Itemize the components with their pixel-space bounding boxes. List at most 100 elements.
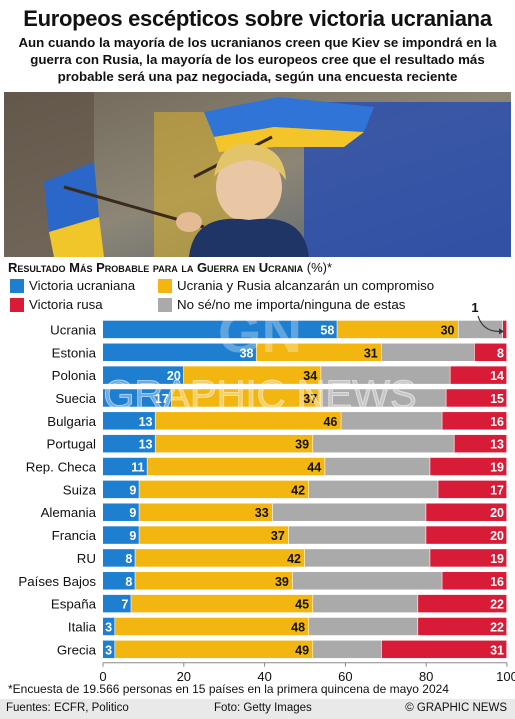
data-label-ukraine: 17	[155, 392, 169, 406]
legend-swatch-compromise	[158, 278, 172, 293]
bar-segment-compromise	[147, 457, 325, 476]
bar-segment-russia	[442, 572, 507, 590]
legend-swatch-russia	[10, 297, 24, 312]
bar-segment-russia	[426, 526, 507, 544]
chart-heading-text: Resultado Más Probable para la Guerra en…	[8, 260, 304, 275]
legend-label-ukraine: Victoria ucraniana	[29, 278, 136, 293]
legend-swatch-ukraine	[10, 278, 24, 293]
bar-segment-ukraine	[103, 457, 147, 476]
bar-segment-unsure	[321, 366, 450, 384]
data-label-russia: 16	[490, 415, 504, 429]
footer-photo-credit: Foto: Getty Images	[214, 702, 312, 714]
data-label-compromise: 46	[323, 415, 337, 429]
category-label: Portugal	[46, 437, 96, 452]
bar-segment-ukraine	[103, 389, 172, 407]
annotation-arrowhead	[499, 328, 504, 335]
data-label-ukraine: 13	[139, 415, 153, 429]
bar-segment-russia	[438, 480, 507, 499]
data-label-ukraine: 9	[129, 483, 136, 497]
data-label-ukraine: 13	[139, 438, 153, 452]
data-label-ukraine: 8	[125, 575, 132, 589]
bar-segment-ukraine	[103, 412, 155, 430]
category-label: Francia	[52, 528, 97, 543]
legend-label-unsure: No sé/no me importa/ninguna de estas	[177, 297, 406, 312]
bar-segment-unsure	[313, 594, 418, 613]
bar-segment-compromise	[115, 617, 309, 636]
bar-segment-unsure	[309, 617, 418, 636]
bar-segment-unsure	[381, 343, 475, 362]
bar-segment-russia	[450, 366, 507, 384]
bar-segment-compromise	[183, 366, 321, 384]
footer-sources: Fuentes: ECFR, Politico	[6, 702, 129, 714]
page-subtitle: Aun cuando la mayoría de los ucranianos …	[18, 35, 497, 84]
data-label-russia: 14	[490, 369, 504, 383]
data-label-compromise: 33	[255, 506, 269, 520]
data-label-compromise: 34	[303, 369, 317, 383]
bar-segment-russia	[442, 412, 507, 430]
data-label-compromise: 39	[275, 575, 289, 589]
category-label: Grecia	[57, 642, 97, 657]
bar-segment-russia	[418, 617, 507, 636]
bar-segment-russia	[418, 594, 507, 613]
data-label-ukraine: 11	[131, 461, 144, 475]
bar-segment-unsure	[321, 389, 446, 407]
bar-segment-unsure	[313, 434, 454, 453]
data-label-compromise: 49	[295, 643, 309, 657]
bar-segment-compromise	[256, 343, 382, 362]
data-label-compromise: 42	[287, 552, 301, 566]
data-label-compromise: 37	[303, 392, 317, 406]
footer-brand: © GRAPHIC NEWS	[405, 702, 507, 714]
category-label: Estonia	[52, 345, 97, 360]
data-label-russia: 22	[490, 620, 504, 634]
bar-segment-unsure	[305, 549, 430, 567]
bar-segment-russia	[426, 503, 507, 521]
data-label-compromise: 39	[295, 438, 309, 452]
bar-segment-unsure	[325, 457, 430, 476]
data-label-ukraine: 9	[129, 506, 136, 520]
bar-segment-ukraine	[103, 343, 256, 362]
data-label-ukraine: 8	[125, 552, 132, 566]
bar-segment-unsure	[288, 526, 426, 544]
x-tick-label: 60	[338, 669, 352, 684]
annotation-arrow	[477, 315, 500, 333]
category-label: España	[51, 597, 97, 612]
bar-segment-compromise	[135, 572, 293, 590]
data-label-russia: 13	[490, 438, 504, 452]
chart-heading-unit: (%)*	[306, 260, 333, 275]
bar-segment-ukraine	[103, 572, 135, 590]
footer: Fuentes: ECFR, Politico Foto: Getty Imag…	[0, 699, 515, 719]
data-label-ukraine: 3	[105, 643, 112, 657]
bar-segment-russia	[381, 640, 507, 659]
chart-heading: Resultado Más Probable para la Guerra en…	[8, 260, 332, 275]
bar-segment-compromise	[171, 389, 321, 407]
data-label-ukraine: 20	[167, 369, 181, 383]
legend-item-compromise: Ucrania y Rusia alcanzarán un compromiso	[158, 278, 434, 293]
bar-segment-ukraine	[103, 526, 139, 544]
data-label-compromise: 44	[307, 461, 321, 475]
bar-segment-russia	[430, 457, 507, 476]
data-label-russia: 16	[490, 575, 504, 589]
annotation-label: 1	[471, 300, 478, 315]
category-label: Bulgaria	[47, 414, 96, 429]
bar-segment-russia	[502, 320, 507, 339]
data-label-russia: 19	[490, 461, 504, 475]
x-tick-label: 0	[99, 669, 106, 684]
legend-item-ukraine: Victoria ucraniana	[10, 278, 135, 293]
bar-segment-ukraine	[103, 503, 139, 521]
x-tick-label: 40	[257, 669, 271, 684]
bar-segment-ukraine	[103, 480, 139, 499]
data-label-compromise: 48	[291, 620, 305, 634]
bar-segment-compromise	[337, 320, 458, 339]
bar-segment-compromise	[135, 549, 305, 567]
category-label: RU	[77, 551, 96, 566]
bar-segment-ukraine	[103, 617, 115, 636]
data-label-compromise: 42	[291, 483, 305, 497]
data-label-russia: 19	[490, 552, 504, 566]
category-label: Italia	[68, 619, 97, 634]
data-label-compromise: 45	[295, 598, 309, 612]
bar-segment-ukraine	[103, 640, 115, 659]
data-label-russia: 15	[490, 392, 504, 406]
bar-segment-russia	[430, 549, 507, 567]
bar-segment-ukraine	[103, 320, 337, 339]
